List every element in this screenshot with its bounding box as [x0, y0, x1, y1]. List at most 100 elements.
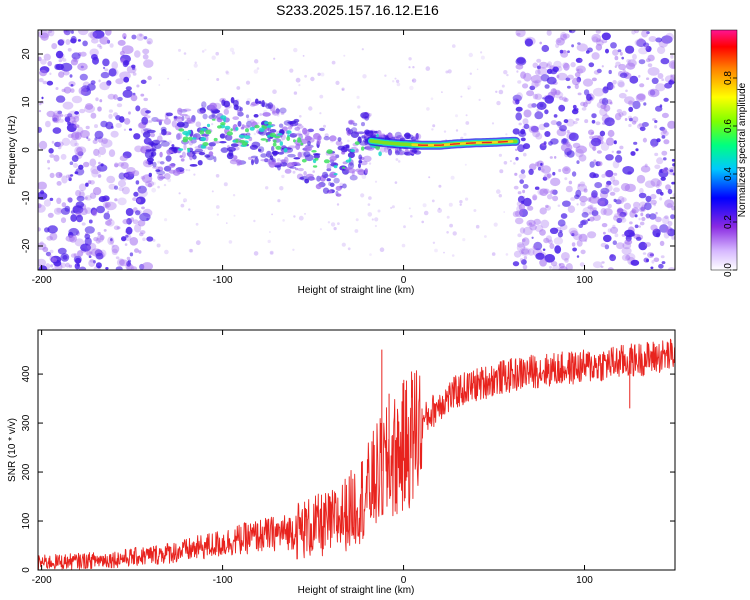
noise-blob	[522, 264, 528, 270]
track-hotspot	[354, 141, 360, 146]
noise-blob	[520, 71, 527, 79]
noise-blob	[136, 198, 141, 204]
noise-blob	[592, 148, 596, 152]
noise-blob	[111, 61, 118, 70]
track-blob	[197, 108, 206, 115]
speckle-dot	[367, 203, 371, 206]
track-blob	[239, 107, 243, 112]
x-tick-label: -200	[32, 275, 52, 286]
noise-blob	[535, 69, 541, 76]
noise-blob	[552, 264, 560, 270]
noise-blob	[652, 118, 656, 121]
snr-xlabel: Height of straight line (km)	[298, 585, 415, 596]
speckle-dot	[279, 186, 284, 191]
noise-blob	[98, 79, 101, 83]
noise-blob	[619, 51, 623, 56]
noise-blob	[78, 164, 84, 170]
track-blob	[146, 129, 156, 134]
speckle-dot	[445, 70, 449, 74]
noise-blob	[631, 30, 636, 35]
noise-blob	[101, 137, 108, 144]
track-hotspot	[283, 147, 288, 153]
noise-blob	[600, 242, 607, 248]
noise-blob	[118, 186, 124, 192]
noise-blob	[73, 253, 78, 258]
colorbar-label: Normalized spectral amplitude	[737, 82, 748, 217]
track-blob	[355, 148, 359, 153]
noise-blob	[634, 38, 646, 47]
track-blob	[289, 120, 299, 127]
track-blob	[149, 155, 155, 158]
noise-blob	[135, 210, 141, 216]
speckle-dot	[411, 78, 417, 83]
noise-blob	[45, 120, 51, 128]
noise-blob	[621, 197, 627, 202]
noise-blob	[84, 207, 92, 215]
noise-blob	[113, 225, 120, 231]
track-blob	[322, 187, 330, 194]
noise-blob	[642, 252, 647, 255]
track-hotspot	[260, 138, 267, 141]
noise-blob	[58, 118, 64, 123]
track-blob	[297, 167, 304, 172]
noise-blob	[610, 84, 616, 89]
noise-blob	[621, 234, 626, 237]
y-tick-label: 100	[21, 512, 32, 529]
noise-blob	[97, 174, 102, 178]
noise-blob	[651, 260, 655, 264]
noise-blob	[60, 114, 64, 117]
noise-blob	[601, 261, 605, 264]
speckle-dot	[491, 122, 495, 125]
track-hotspot	[378, 151, 382, 157]
noise-blob	[576, 160, 580, 165]
speckle-dot	[167, 178, 172, 183]
noise-blob	[657, 46, 666, 55]
track-hotspot	[297, 137, 301, 141]
track-hotspot	[265, 140, 268, 143]
track-hotspot	[187, 148, 191, 153]
track-blob	[150, 151, 157, 157]
noise-blob	[572, 142, 581, 149]
noise-blob	[540, 162, 543, 166]
noise-blob	[117, 39, 126, 46]
noise-blob	[98, 146, 107, 156]
speckle-dot	[331, 60, 336, 65]
speckle-dot	[292, 170, 296, 174]
track-blob	[192, 154, 197, 160]
y-tick-label: 10	[21, 96, 32, 108]
speckle-dot	[341, 88, 344, 91]
noise-blob	[108, 149, 116, 158]
track-blob	[415, 133, 419, 140]
noise-blob	[609, 101, 613, 105]
noise-blob	[664, 199, 675, 208]
speckle-dot	[374, 217, 379, 222]
speckle-dot	[374, 224, 377, 228]
speckle-dot	[506, 73, 509, 77]
track-blob	[335, 185, 342, 191]
noise-blob	[132, 219, 139, 225]
track-blob	[278, 123, 284, 128]
colorbar-tick-label: 0.8	[723, 71, 734, 85]
speckle-dot	[157, 185, 160, 189]
track-blob	[148, 172, 152, 178]
noise-blob	[95, 252, 104, 260]
noise-blob	[63, 70, 70, 76]
speckle-dot	[343, 54, 346, 57]
speckle-dot	[319, 94, 324, 99]
noise-blob	[88, 31, 97, 39]
noise-blob	[121, 45, 134, 54]
noise-blob	[559, 49, 564, 54]
track-blob	[340, 146, 348, 153]
speckle-dot	[189, 248, 194, 253]
noise-blob	[585, 50, 590, 54]
noise-blob	[568, 180, 573, 185]
noise-blob	[567, 85, 571, 89]
speckle-dot	[459, 200, 463, 204]
noise-blob	[649, 253, 654, 257]
noise-blob	[529, 163, 537, 171]
noise-blob	[126, 264, 135, 270]
noise-blob	[126, 218, 132, 225]
speckle-dot	[269, 231, 271, 233]
noise-blob	[656, 180, 662, 187]
speckle-dot	[447, 69, 452, 74]
